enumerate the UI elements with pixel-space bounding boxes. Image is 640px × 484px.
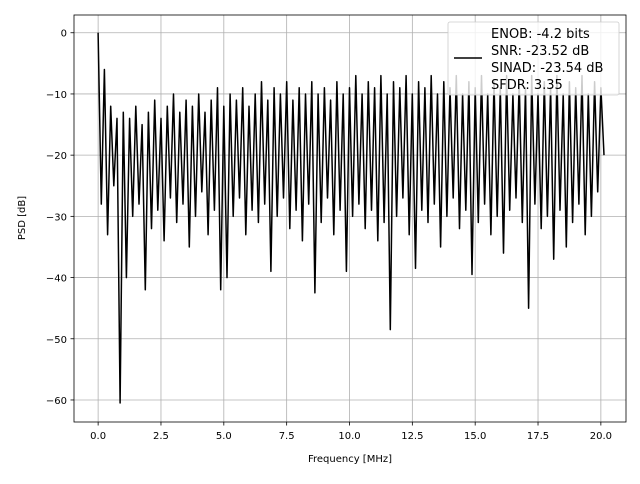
plot-frame <box>73 14 627 423</box>
y-tick-label: −50 <box>46 335 67 346</box>
x-tick-label: 0.0 <box>90 431 106 442</box>
series-line-psd <box>97 32 605 404</box>
legend: ENOB: -4.2 bits SNR: -23.52 dB SINAD: -2… <box>447 21 620 96</box>
x-axis-ticks: 0.0 2.5 5.0 7.5 10.0 12.5 15.0 17.5 20.0 <box>90 422 612 442</box>
x-axis-label: Frequency [MHz] <box>308 454 392 465</box>
legend-line-1: ENOB: -4.2 bits <box>491 27 590 42</box>
y-axis-label: PSD [dB] <box>17 196 28 240</box>
y-tick-label: −40 <box>46 274 67 285</box>
x-tick-label: 12.5 <box>401 431 423 442</box>
x-tick-label: 2.5 <box>153 431 169 442</box>
x-tick-label: 20.0 <box>590 431 612 442</box>
legend-line-2: SNR: -23.52 dB <box>491 44 589 59</box>
y-tick-label: −10 <box>46 90 67 101</box>
x-tick-label: 17.5 <box>527 431 549 442</box>
y-tick-label: −20 <box>46 151 67 162</box>
y-axis-ticks: 0 −10 −20 −30 −40 −50 −60 <box>46 29 74 407</box>
x-tick-label: 15.0 <box>464 431 486 442</box>
x-tick-label: 10.0 <box>338 431 360 442</box>
y-tick-label: 0 <box>61 29 67 40</box>
x-tick-label: 7.5 <box>279 431 295 442</box>
x-tick-label: 5.0 <box>216 431 232 442</box>
y-tick-label: −60 <box>46 396 67 407</box>
legend-line-3: SINAD: -23.54 dB <box>491 61 603 76</box>
y-tick-label: −30 <box>46 212 67 223</box>
legend-box <box>447 21 620 96</box>
legend-line-4: SFDR: 3.35 <box>491 78 563 93</box>
